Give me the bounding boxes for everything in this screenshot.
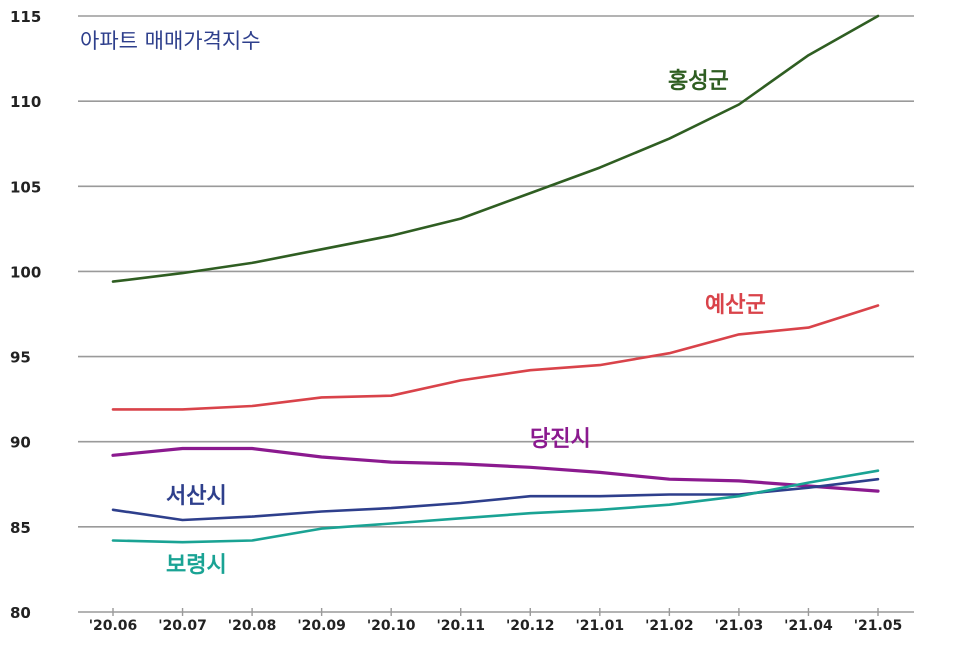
y-tick-label: 90 bbox=[10, 434, 31, 452]
series-label: 보령시 bbox=[166, 553, 227, 578]
series-line bbox=[111, 446, 880, 493]
x-tick-label: '20.09 bbox=[297, 618, 346, 634]
y-tick-label: 115 bbox=[10, 8, 41, 26]
x-tick-label: '21.03 bbox=[715, 618, 764, 634]
y-tick-label: 80 bbox=[10, 604, 31, 622]
x-tick-label: '20.11 bbox=[436, 618, 485, 634]
grid bbox=[78, 15, 914, 613]
x-tick-label: '20.12 bbox=[506, 618, 555, 634]
y-tick-label: 105 bbox=[10, 178, 41, 196]
x-tick-label: '20.06 bbox=[89, 618, 138, 634]
series-label: 당진시 bbox=[530, 427, 591, 452]
y-axis: 80 85 90 95 100 105 110 115 bbox=[10, 8, 41, 622]
series-line bbox=[111, 304, 880, 411]
x-tick-label: '21.01 bbox=[576, 618, 625, 634]
x-tick-label: '21.02 bbox=[645, 618, 694, 634]
y-tick-label: 95 bbox=[10, 349, 31, 367]
series-label: 서산시 bbox=[166, 484, 227, 509]
series-line bbox=[111, 477, 880, 522]
y-tick-label: 85 bbox=[10, 519, 31, 537]
series-label: 예산군 bbox=[705, 293, 766, 318]
x-tick-label: '21.05 bbox=[854, 618, 903, 634]
y-tick-label: 100 bbox=[10, 263, 41, 281]
y-tick-label: 110 bbox=[10, 93, 41, 111]
x-axis: '20.06 '20.07 '20.08 '20.09 '20.10 '20.11 '20.… bbox=[89, 608, 903, 634]
x-tick-label: '20.07 bbox=[158, 618, 207, 634]
x-tick-label: '20.10 bbox=[367, 618, 416, 634]
series-line bbox=[111, 469, 880, 544]
x-tick-label: '21.04 bbox=[784, 618, 833, 634]
series-label: 홍성군 bbox=[668, 69, 729, 94]
series-line bbox=[111, 14, 880, 283]
series bbox=[111, 14, 880, 544]
chart-title: 아파트 매매가격지수 bbox=[80, 29, 261, 53]
x-tick-label: '20.08 bbox=[228, 618, 277, 634]
